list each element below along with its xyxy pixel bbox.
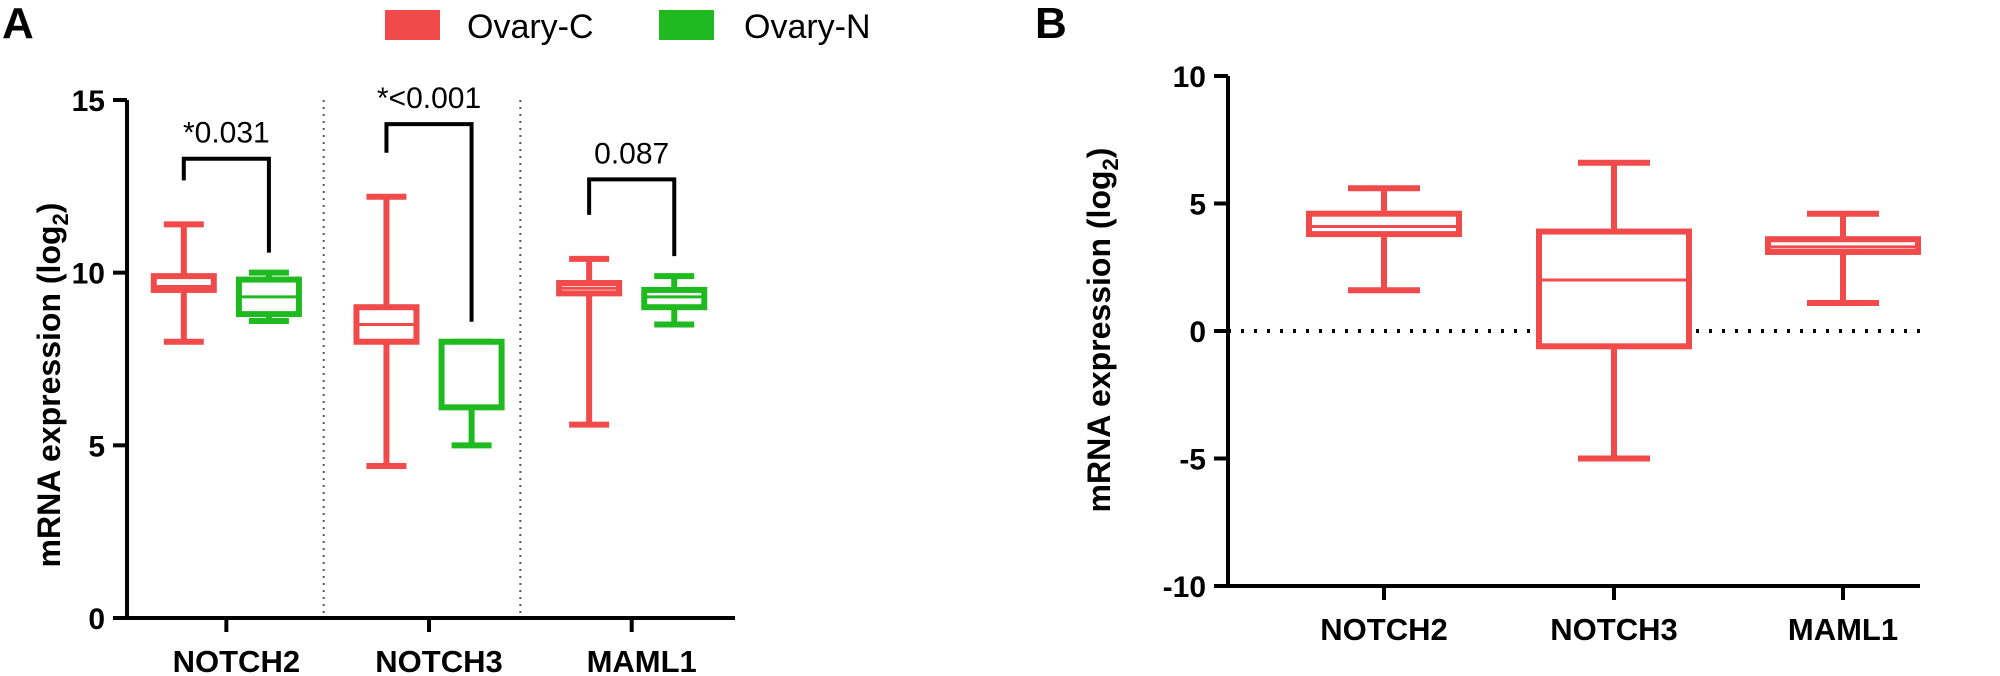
legend-swatch-ovary-c <box>385 10 440 40</box>
panel-b-x-tick-label-maml1: MAML1 <box>1788 612 1898 647</box>
panel-b-y-axis-title: mRNA expression (log2) <box>1081 148 1123 513</box>
panel-a-x-tick-label-maml1: MAML1 <box>587 644 697 676</box>
panel-b-y-tick-label-0: 0 <box>1189 316 1206 349</box>
panel-a-bracket-notch3 <box>384 122 474 322</box>
panel-a-y-tick-label-0: 0 <box>88 603 105 636</box>
panel-a-bracket-notch2 <box>181 156 271 253</box>
panel-b-x-tick-label-notch2: NOTCH2 <box>1320 612 1447 647</box>
panel-a-x-tick-label-notch2: NOTCH2 <box>173 644 300 676</box>
panel-a-ylabel-main: mRNA expression (log <box>31 225 67 567</box>
panel-b-letter: B <box>1035 0 1067 48</box>
legend-label-ovary-n: Ovary-N <box>744 8 871 46</box>
panel-b-ylabel-close: ) <box>1081 148 1117 159</box>
panel-a-y-tick-label-5: 5 <box>88 430 105 463</box>
panel-a-x-tick-label-notch3: NOTCH3 <box>375 644 502 676</box>
panel-a-plot: 0 5 10 15 NOTCH2 NOTCH3 MAML1 *0.031 *<0.001 0.08… <box>72 82 735 676</box>
panel-a-pvalue-notch3: *<0.001 <box>377 82 481 115</box>
panel-a-ylabel-sub: 2 <box>48 213 73 225</box>
panel-b-plot: -10 -5 0 5 10 NOTCH2 NOTCH3 MAML1 <box>1163 61 1921 647</box>
legend-label-ovary-c: Ovary-C <box>467 8 594 46</box>
panel-a-pvalue-maml1: 0.087 <box>594 137 669 170</box>
panel-a-notch3-ovary-n-box <box>438 338 505 411</box>
legend: Ovary-C Ovary-N <box>385 8 871 46</box>
panel-b-y-tick-label-10: -10 <box>1163 571 1206 604</box>
panel-b-y-tick-label-5: -5 <box>1179 444 1206 477</box>
panel-a-letter: A <box>2 0 34 48</box>
panel-b-notch2-ovary-c-box <box>1306 210 1462 238</box>
panel-a-y-axis-title: mRNA expression (log2) <box>31 203 73 568</box>
panel-b-notch3-ovary-c-box <box>1536 228 1692 350</box>
panel-b-ylabel-sub: 2 <box>1098 158 1123 170</box>
panel-a-maml1-ovary-n-box <box>641 286 708 311</box>
panel-b-y-tick-label-10: 10 <box>1173 61 1206 94</box>
panel-a-y-tick-label-15: 15 <box>72 85 105 118</box>
panel-a-y-tick-label-10: 10 <box>72 258 105 291</box>
panel-b-ylabel-main: mRNA expression (log <box>1081 170 1117 512</box>
panel-a-ylabel-close: ) <box>31 203 67 214</box>
panel-a-bracket-maml1 <box>587 177 677 257</box>
panel-a-pvalue-notch2: *0.031 <box>183 117 270 150</box>
panel-b-y-tick-label-5: 5 <box>1189 189 1206 222</box>
legend-swatch-ovary-n <box>659 10 714 40</box>
panel-b-x-tick-label-notch3: NOTCH3 <box>1550 612 1677 647</box>
